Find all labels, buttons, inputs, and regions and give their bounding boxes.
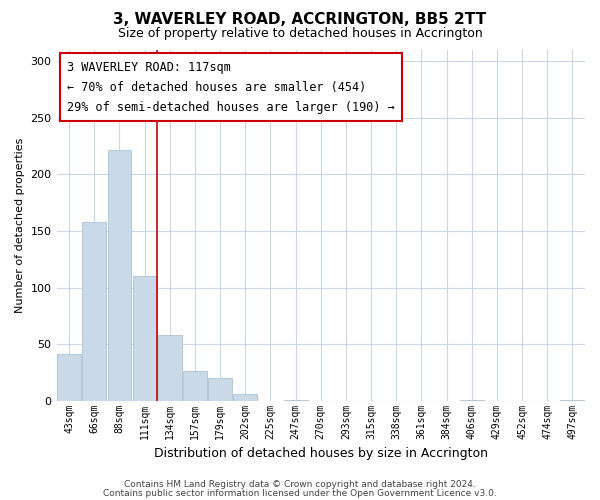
Text: Contains public sector information licensed under the Open Government Licence v3: Contains public sector information licen… bbox=[103, 488, 497, 498]
Bar bbox=[133, 276, 157, 400]
Text: 3, WAVERLEY ROAD, ACCRINGTON, BB5 2TT: 3, WAVERLEY ROAD, ACCRINGTON, BB5 2TT bbox=[113, 12, 487, 28]
Bar bbox=[208, 378, 232, 400]
Bar bbox=[107, 150, 131, 400]
Bar bbox=[233, 394, 257, 400]
X-axis label: Distribution of detached houses by size in Accrington: Distribution of detached houses by size … bbox=[154, 447, 488, 460]
Text: Size of property relative to detached houses in Accrington: Size of property relative to detached ho… bbox=[118, 28, 482, 40]
Bar bbox=[57, 354, 81, 401]
Bar bbox=[82, 222, 106, 400]
Bar bbox=[158, 335, 182, 400]
Y-axis label: Number of detached properties: Number of detached properties bbox=[15, 138, 25, 313]
Text: 3 WAVERLEY ROAD: 117sqm
← 70% of detached houses are smaller (454)
29% of semi-d: 3 WAVERLEY ROAD: 117sqm ← 70% of detache… bbox=[67, 60, 395, 114]
Text: Contains HM Land Registry data © Crown copyright and database right 2024.: Contains HM Land Registry data © Crown c… bbox=[124, 480, 476, 489]
Bar bbox=[183, 371, 207, 400]
